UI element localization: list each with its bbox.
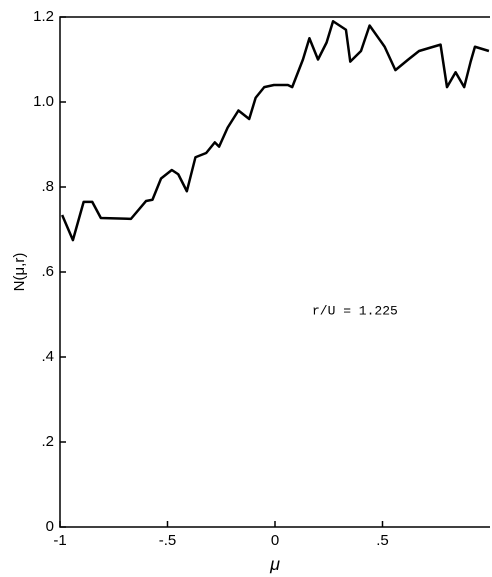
y-axis-label: N(μ,r) [11, 253, 28, 292]
data-line [61, 20, 490, 242]
y-tick-label: .8 [41, 178, 54, 195]
y-tick-label: .2 [41, 433, 54, 450]
x-axis-label: μ [269, 554, 280, 574]
x-tick-label: 0 [271, 532, 279, 549]
y-tick-label: .6 [41, 263, 54, 280]
axes-frame [59, 16, 490, 528]
x-tick-label: -.5 [159, 532, 177, 549]
x-tick-label: -1 [53, 532, 66, 549]
y-tick-label: .4 [41, 348, 54, 365]
y-tick-label: 0 [46, 518, 54, 535]
x-tick-label: .5 [376, 532, 389, 549]
annotation: r/U = 1.225 [312, 303, 398, 318]
y-tick-label: 1.0 [33, 93, 54, 110]
y-tick-label: 1.2 [33, 8, 54, 25]
